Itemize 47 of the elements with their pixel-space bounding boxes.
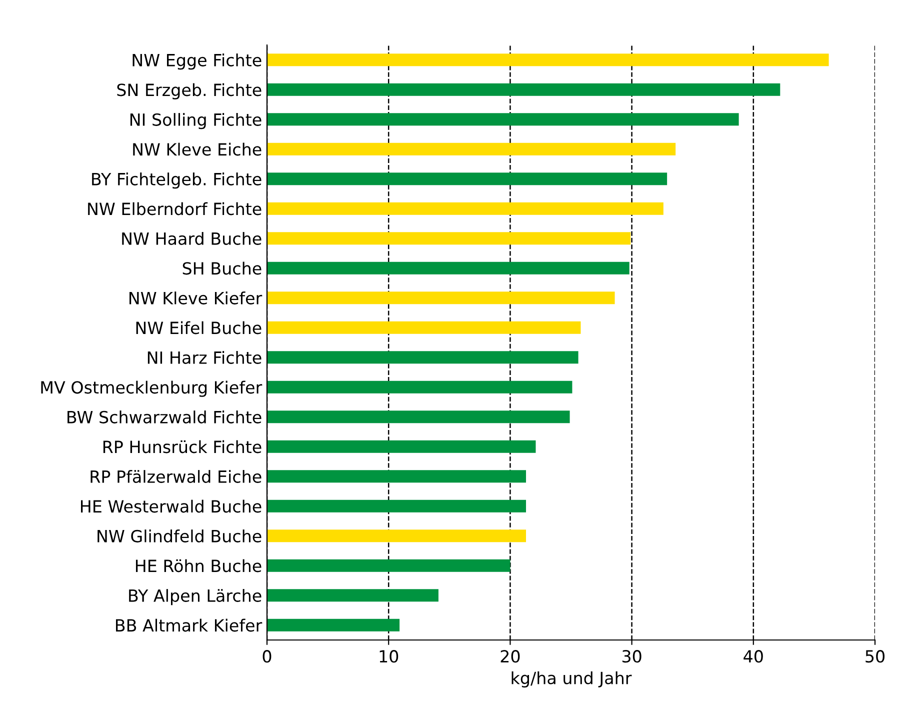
x-tick-label: 10 (380, 650, 398, 663)
bar (267, 232, 631, 245)
bar (267, 292, 615, 304)
bar (267, 54, 829, 66)
bar (267, 321, 581, 334)
x-tick-label: 20 (500, 650, 520, 663)
bar (267, 500, 526, 512)
bar (267, 83, 780, 96)
y-tick-label: NW Kleve Kiefer (130, 292, 262, 304)
y-tick-label: SH Buche (182, 262, 262, 275)
y-tick-label: HE Röhn Buche (136, 559, 262, 572)
bar (267, 530, 526, 542)
x-tick-label: 40 (744, 650, 763, 663)
y-tick-label: BY Alpen Lärche (129, 589, 262, 606)
y-tick-label: MV Ostmecklenburg Kiefer (41, 380, 262, 397)
bar (267, 618, 400, 632)
x-tick-label: 0 (262, 650, 272, 663)
bar (267, 113, 739, 126)
bar (267, 380, 572, 394)
y-tick-label: NW Glindfeld Buche (98, 530, 262, 542)
y-tick-label: BY Fichtelgeb. Fichte (92, 172, 262, 189)
bar (267, 262, 630, 274)
bar (267, 589, 438, 602)
y-tick-label: RP Hunsrück Fichte (103, 440, 262, 454)
y-tick-label: RP Pfälzerwald Eiche (90, 470, 262, 483)
bar (267, 440, 536, 453)
y-tick-label: HE Westerwald Buche (81, 500, 262, 513)
bar (267, 410, 570, 424)
y-tick-label: NW Eifel Buche (136, 321, 262, 334)
bar (267, 202, 664, 215)
y-tick-label: NI Harz Fichte (148, 351, 262, 364)
y-tick-label: NW Egge Fichte (132, 54, 262, 70)
y-tick-label: NI Solling Fichte (130, 113, 262, 130)
y-tick-label: BW Schwarzwald Fichte (68, 410, 262, 424)
bar (267, 172, 668, 186)
y-tick-label: NW Kleve Eiche (133, 142, 262, 156)
bar (267, 470, 526, 483)
y-tick-label: BB Altmark Kiefer (116, 618, 262, 632)
bar (267, 559, 510, 572)
bar (267, 351, 578, 364)
x-tick-label: 50 (866, 650, 884, 663)
bar (267, 142, 676, 156)
x-tick-label: 30 (622, 650, 642, 663)
y-tick-label: SN Erzgeb. Fichte (117, 83, 262, 100)
y-tick-label: NW Elberndorf Fichte (88, 202, 262, 216)
x-axis-title: kg/ha und Jahr (512, 671, 632, 688)
y-tick-label: NW Haard Buche (122, 232, 262, 245)
